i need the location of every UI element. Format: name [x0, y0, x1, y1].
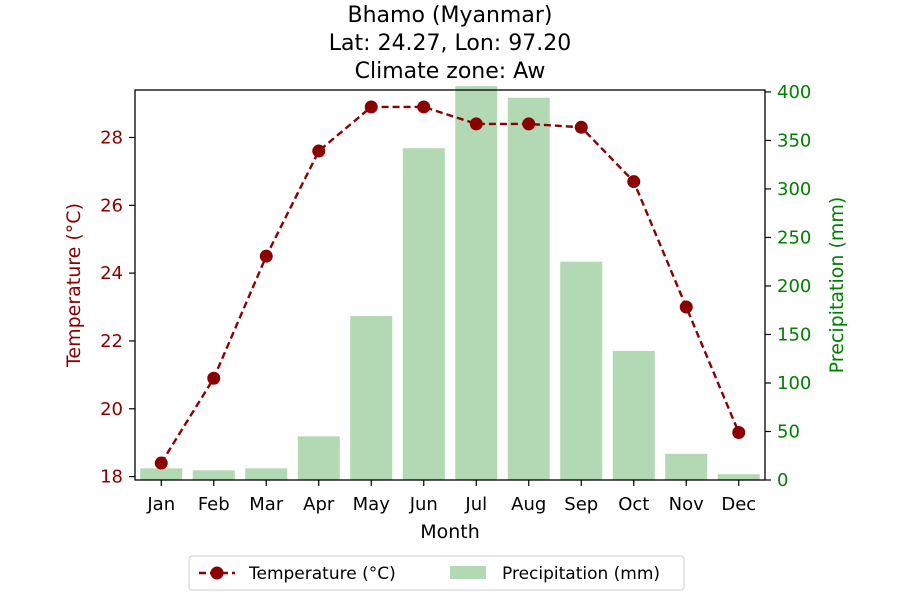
temperature-point-feb [207, 371, 221, 385]
x-tick-label-nov: Nov [669, 494, 704, 515]
x-tick-label-jan: Jan [146, 494, 175, 515]
left-tick-label: 24 [100, 263, 123, 284]
precipitation-bar-nov [665, 453, 708, 480]
left-tick-label: 26 [100, 195, 123, 216]
precipitation-bar-jun [402, 148, 445, 480]
x-tick-label-may: May [353, 494, 391, 515]
temperature-point-mar [259, 249, 273, 263]
precipitation-bar-oct [612, 350, 655, 480]
precipitation-bar-jul [455, 86, 498, 481]
precipitation-bar-sep [560, 261, 603, 480]
x-axis: Jan Feb Mar Apr May Jun Jul Aug Sep Oct Nov Dec [146, 480, 756, 515]
precipitation-bar-may [350, 316, 393, 480]
temperature-point-oct [627, 175, 641, 189]
right-tick-label: 200 [777, 276, 811, 297]
left-axis: 18 20 22 24 26 28 [100, 127, 135, 488]
precipitation-bar-apr [297, 436, 340, 480]
right-tick-label: 250 [777, 227, 811, 248]
right-tick-label: 300 [777, 179, 811, 200]
legend-precipitation-label: Precipitation (mm) [502, 564, 660, 584]
legend: Temperature (°C) Precipitation (mm) [188, 555, 685, 591]
temperature-point-jun [417, 100, 431, 114]
x-tick-label-dec: Dec [721, 494, 756, 515]
temperature-point-sep [574, 120, 588, 134]
x-tick-label-oct: Oct [618, 494, 649, 515]
left-tick-label: 28 [100, 127, 123, 148]
left-tick-label: 22 [100, 331, 123, 352]
x-tick-label-sep: Sep [564, 494, 598, 515]
right-tick-label: 100 [777, 373, 811, 394]
precipitation-bar-mar [245, 468, 288, 480]
x-tick-label-jun: Jun [409, 494, 438, 515]
temperature-line [154, 100, 746, 470]
right-tick-label: 150 [777, 324, 811, 345]
x-tick-label-apr: Apr [303, 494, 335, 515]
right-tick-label: 400 [777, 82, 811, 103]
chart-title-line-1: Bhamo (Myanmar) [348, 3, 553, 28]
temperature-point-jan [154, 456, 168, 470]
temperature-point-jul [469, 117, 483, 131]
temperature-point-aug [522, 117, 536, 131]
precipitation-bar-feb [192, 470, 235, 480]
right-tick-label: 0 [777, 470, 788, 491]
precipitation-bar-aug [507, 97, 550, 480]
right-axis: 0 50 100 150 200 250 300 350 400 [765, 82, 811, 491]
x-axis-label: Month [420, 521, 480, 543]
legend-temperature-label: Temperature (°C) [248, 564, 396, 584]
legend-box [188, 555, 685, 591]
precipitation-bar-jan [140, 468, 183, 480]
y-axis-label-left: Temperature (°C) [63, 203, 85, 368]
y-axis-label-right: Precipitation (mm) [826, 197, 848, 374]
left-tick-label: 18 [100, 467, 123, 488]
right-tick-label: 50 [777, 421, 800, 442]
precipitation-bar-dec [717, 474, 760, 480]
legend-temperature-marker [210, 566, 224, 580]
left-tick-label: 20 [100, 399, 123, 420]
temperature-point-nov [679, 300, 693, 314]
x-tick-label-feb: Feb [198, 494, 230, 515]
x-tick-label-aug: Aug [511, 494, 546, 515]
plot-frame [134, 89, 766, 481]
x-tick-label-mar: Mar [249, 494, 284, 515]
temperature-line-path [160, 105, 740, 464]
temperature-point-may [364, 100, 378, 114]
precipitation-bars [140, 86, 760, 481]
legend-precipitation-swatch [450, 566, 486, 579]
chart-title-line-2: Lat: 24.27, Lon: 97.20 [329, 31, 571, 56]
temperature-point-dec [732, 426, 746, 440]
right-tick-label: 350 [777, 130, 811, 151]
chart-title-line-3: Climate zone: Aw [355, 59, 546, 84]
x-tick-label-jul: Jul [464, 494, 487, 515]
temperature-point-apr [312, 144, 326, 158]
